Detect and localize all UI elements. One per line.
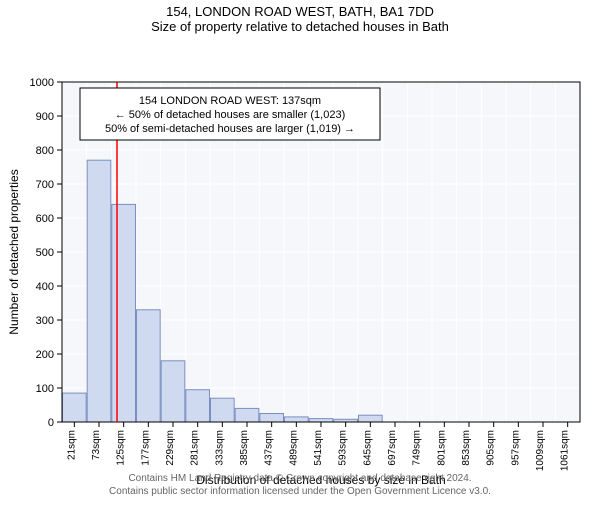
svg-text:281sqm: 281sqm xyxy=(190,430,201,466)
svg-text:853sqm: 853sqm xyxy=(461,430,472,466)
svg-text:Number of detached properties: Number of detached properties xyxy=(7,169,21,334)
svg-text:800: 800 xyxy=(36,145,54,157)
svg-text:125sqm: 125sqm xyxy=(116,430,127,466)
svg-text:1009sqm: 1009sqm xyxy=(535,430,546,471)
svg-text:200: 200 xyxy=(36,349,54,361)
svg-text:400: 400 xyxy=(36,281,54,293)
svg-text:489sqm: 489sqm xyxy=(288,430,299,466)
svg-text:905sqm: 905sqm xyxy=(486,430,497,466)
svg-text:← 50% of detached houses are s: ← 50% of detached houses are smaller (1,… xyxy=(115,109,346,121)
svg-text:600: 600 xyxy=(36,213,54,225)
svg-text:1061sqm: 1061sqm xyxy=(560,430,571,471)
svg-text:437sqm: 437sqm xyxy=(264,430,275,466)
footer-line-2: Contains public sector information licen… xyxy=(0,485,600,498)
svg-text:593sqm: 593sqm xyxy=(338,430,349,466)
svg-text:73sqm: 73sqm xyxy=(91,430,102,460)
svg-text:177sqm: 177sqm xyxy=(140,430,151,466)
svg-text:1000: 1000 xyxy=(30,77,54,89)
svg-text:645sqm: 645sqm xyxy=(362,430,373,466)
page-subtitle: Size of property relative to detached ho… xyxy=(0,19,600,34)
footer-attribution: Contains HM Land Registry data © Crown c… xyxy=(0,472,600,498)
svg-text:21sqm: 21sqm xyxy=(66,430,77,460)
svg-text:385sqm: 385sqm xyxy=(239,430,250,466)
svg-text:697sqm: 697sqm xyxy=(387,430,398,466)
svg-text:957sqm: 957sqm xyxy=(510,430,521,466)
svg-text:0: 0 xyxy=(48,417,54,429)
svg-text:541sqm: 541sqm xyxy=(313,430,324,466)
svg-text:229sqm: 229sqm xyxy=(165,430,176,466)
svg-text:749sqm: 749sqm xyxy=(412,430,423,466)
footer-line-1: Contains HM Land Registry data © Crown c… xyxy=(0,472,600,485)
svg-text:500: 500 xyxy=(36,247,54,259)
histogram-chart: 0 100 200 300 400 500 600 700 800 900 1000 21sqm 73s… xyxy=(0,34,600,504)
svg-text:700: 700 xyxy=(36,179,54,191)
chart-container: 0 100 200 300 400 500 600 700 800 900 1000 21sqm 73s… xyxy=(0,34,600,509)
svg-text:333sqm: 333sqm xyxy=(214,430,225,466)
svg-text:300: 300 xyxy=(36,315,54,327)
svg-text:801sqm: 801sqm xyxy=(436,430,447,466)
svg-text:154 LONDON ROAD WEST: 137sqm: 154 LONDON ROAD WEST: 137sqm xyxy=(139,95,321,107)
svg-text:900: 900 xyxy=(36,111,54,123)
svg-text:50% of semi-detached houses ar: 50% of semi-detached houses are larger (… xyxy=(105,123,355,135)
svg-text:100: 100 xyxy=(36,383,54,395)
page-title: 154, LONDON ROAD WEST, BATH, BA1 7DD xyxy=(0,4,600,19)
